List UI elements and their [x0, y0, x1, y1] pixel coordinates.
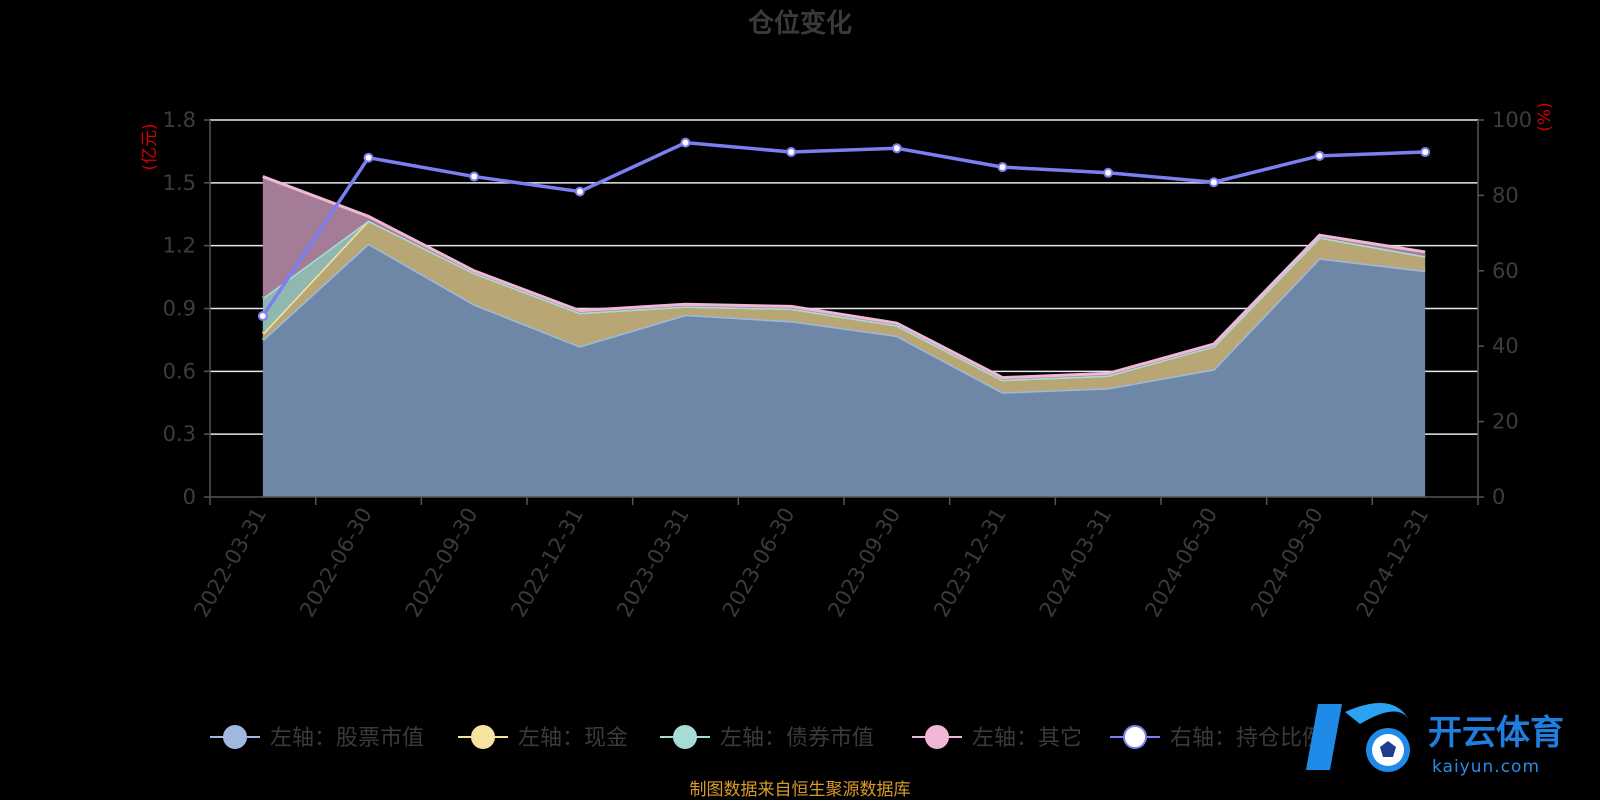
x-axis-tick-label: 2024-09-30	[1246, 504, 1328, 622]
right-axis-tick-label: 80	[1492, 183, 1519, 207]
legend-label: 左轴：其它	[972, 726, 1082, 751]
line-point	[469, 171, 480, 182]
position-ratio-line	[257, 137, 1431, 322]
legend-label: 左轴：债券市值	[720, 726, 874, 751]
chart-title: 仓位变化	[747, 8, 852, 39]
x-axis-tick-label: 2023-12-31	[929, 504, 1011, 622]
line-point	[1103, 167, 1114, 178]
legend-marker	[1123, 725, 1147, 749]
legend-label: 左轴：现金	[518, 726, 628, 751]
area-左轴：股票市值	[262, 243, 1426, 497]
right-axis-tick-label: 20	[1492, 410, 1519, 434]
x-axis-tick-label: 2023-06-30	[718, 504, 800, 622]
source-note: 制图数据来自恒生聚源数据库	[690, 780, 911, 800]
watermark: 开云体育 kaiyun.com	[1306, 703, 1564, 777]
watermark-domain: kaiyun.com	[1432, 757, 1540, 777]
legend-label: 右轴：持仓比例	[1170, 726, 1324, 751]
line-point	[891, 143, 902, 154]
watermark-brand: 开云体育	[1428, 713, 1564, 753]
left-axis-tick-label: 1.8	[163, 108, 196, 132]
legend: 左轴：股票市值 左轴：现金 左轴：债券市值 左轴：其它 右轴：持仓比例	[210, 725, 1324, 751]
x-axis-tick-label: 2022-12-31	[506, 504, 588, 622]
x-axis-tick-label: 2022-09-30	[401, 503, 483, 621]
x-axis-tick-label: 2022-03-31	[189, 504, 271, 622]
right-axis-tick-label: 60	[1492, 259, 1519, 283]
area-edge-左轴：其它	[262, 175, 1426, 380]
right-axis-tick-label: 100	[1492, 108, 1532, 132]
right-axis-unit: (%)	[1535, 102, 1555, 131]
line-point	[1208, 177, 1219, 188]
left-axis-tick-label: 0	[183, 485, 196, 509]
x-axis-tick-label: 2024-12-31	[1352, 504, 1434, 622]
line-point	[997, 162, 1008, 173]
line-point	[786, 147, 797, 158]
x-axis-tick-label: 2023-09-30	[823, 504, 905, 622]
x-axis-tick-label: 2024-03-31	[1035, 504, 1117, 622]
left-axis-unit: (亿元)	[140, 123, 160, 170]
line-point	[574, 186, 585, 197]
left-axis-tick-label: 0.3	[163, 422, 196, 446]
line-point	[1314, 150, 1325, 161]
line-point	[680, 137, 691, 148]
legend-marker	[471, 725, 495, 749]
legend-marker	[223, 725, 247, 749]
line-point	[363, 152, 374, 163]
line-point	[257, 311, 268, 322]
kaiyun-logo-icon	[1306, 703, 1410, 772]
x-axis-tick-label: 2024-06-30	[1140, 504, 1222, 622]
left-axis-tick-label: 0.9	[163, 297, 196, 321]
line-point	[1420, 147, 1431, 158]
legend-marker	[673, 725, 697, 749]
line-右轴：持仓比例	[261, 140, 1426, 318]
x-axis-tick-label: 2023-03-31	[612, 504, 694, 622]
left-axis-tick-label: 0.6	[163, 359, 196, 383]
legend-marker	[925, 725, 949, 749]
right-axis-tick-label: 40	[1492, 334, 1519, 358]
legend-label: 左轴：股票市值	[270, 726, 424, 751]
x-axis-tick-label: 2022-06-30	[295, 504, 377, 622]
area-左轴：现金	[262, 220, 1426, 393]
left-axis-tick-label: 1.5	[163, 171, 196, 195]
right-axis-tick-label: 0	[1492, 485, 1505, 509]
stacked-areas	[261, 175, 1426, 497]
left-axis-tick-label: 1.2	[163, 234, 196, 258]
